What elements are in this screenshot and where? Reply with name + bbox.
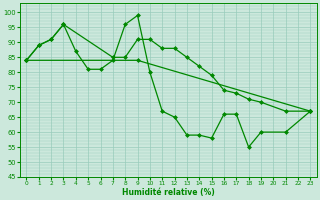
X-axis label: Humidité relative (%): Humidité relative (%) — [122, 188, 215, 197]
